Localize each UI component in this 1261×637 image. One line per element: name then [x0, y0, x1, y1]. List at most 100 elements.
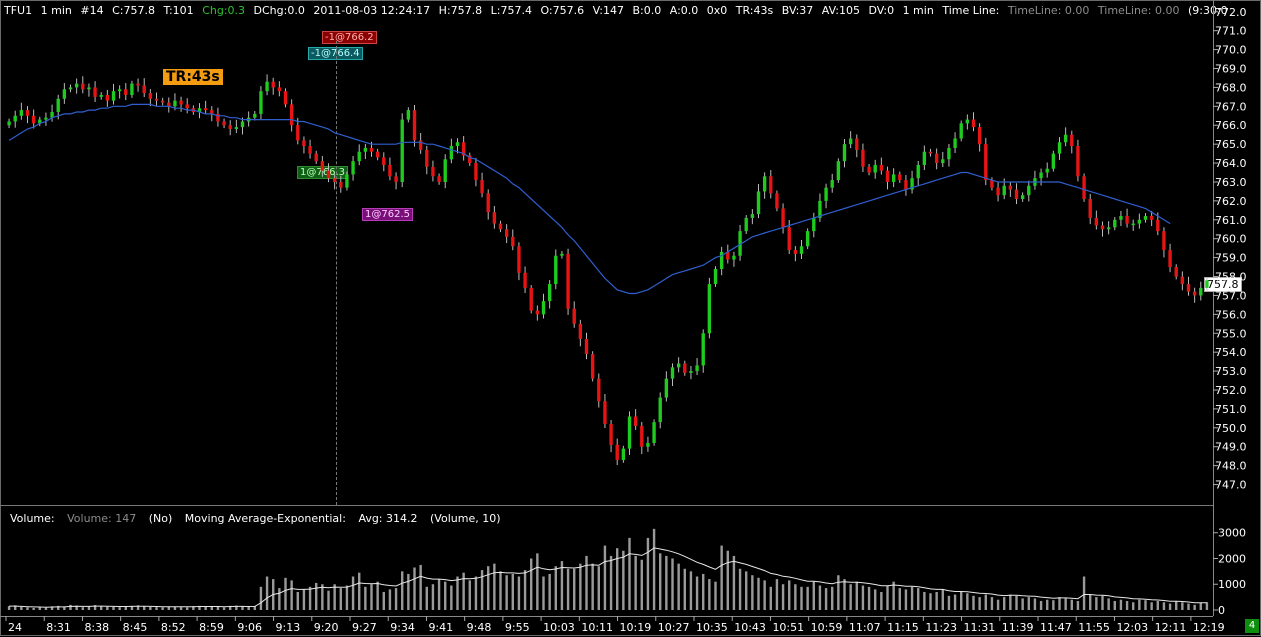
candle-down: [855, 138, 859, 150]
volume-bar: [284, 577, 287, 610]
time-tick-label: 10:59: [811, 621, 843, 634]
candle-up: [744, 217, 748, 232]
volume-bar: [351, 576, 355, 610]
volume-label: V:147: [592, 4, 624, 17]
candle-up: [959, 123, 963, 139]
candle-down: [1076, 146, 1080, 177]
volume-bar: [179, 607, 183, 610]
candle-down: [210, 110, 214, 114]
volume-bar: [364, 586, 367, 610]
time-tick-label: 8:52: [161, 621, 186, 634]
candle-up: [941, 159, 945, 164]
candle-up: [541, 301, 546, 315]
candle-up: [1002, 185, 1006, 196]
volume-bar: [978, 597, 981, 610]
volume-bar: [560, 561, 564, 610]
volume-bar: [867, 586, 871, 610]
volume-bar: [1070, 599, 1073, 610]
candle-down: [609, 424, 613, 445]
candle-up: [19, 110, 24, 116]
volume-bar: [800, 586, 803, 610]
candle-up: [74, 83, 79, 88]
ma-avg: Avg: 314.2: [358, 512, 418, 525]
candle-down: [603, 401, 607, 425]
candle-up: [111, 91, 116, 101]
volume-value: Volume: 147: [67, 512, 137, 525]
candle-down: [425, 149, 429, 167]
candle-down: [320, 161, 325, 171]
volume-bar: [1144, 600, 1147, 610]
volume-bar: [665, 555, 668, 610]
candle-down: [308, 146, 312, 154]
volume-bar: [216, 606, 220, 610]
volume-bar: [1187, 603, 1190, 610]
volume-bar: [824, 588, 828, 610]
ma-label: Moving Average-Exponential:: [184, 512, 346, 525]
candle-up: [1137, 219, 1142, 224]
candle-down: [314, 153, 318, 162]
volume-bar: [585, 555, 588, 610]
candle-up: [455, 142, 460, 147]
candle-down: [996, 187, 1000, 196]
price-tick-label: 772.0: [1215, 6, 1247, 19]
volume-bar: [677, 563, 680, 610]
volume-bar: [444, 581, 447, 610]
candle-down: [437, 176, 441, 182]
volume-bar: [1027, 597, 1030, 610]
candle-down: [511, 236, 515, 247]
price-tick-label: 762.0: [1215, 195, 1247, 208]
volume-bar: [837, 575, 840, 610]
volume-bar: [155, 607, 158, 610]
volume-bar: [775, 579, 779, 610]
volume-bar: [1003, 597, 1006, 610]
volume-bar: [204, 606, 207, 610]
volume-bar: [450, 585, 453, 610]
volume-bar: [892, 581, 895, 610]
volume-bar: [437, 579, 441, 610]
volume-bar: [1033, 598, 1037, 610]
interval-label: 1 min: [40, 4, 72, 17]
time-tick-label: 10:51: [772, 621, 804, 634]
volume-bar: [1162, 602, 1166, 610]
volume-bar: [315, 582, 318, 610]
time-tick-label: 9:48: [467, 621, 492, 634]
candle-up: [891, 174, 896, 182]
volume-bar: [929, 593, 932, 610]
volume-bar: [167, 606, 170, 610]
volume-bar: [941, 589, 944, 610]
volume-bar: [511, 573, 514, 610]
volume-bar: [149, 606, 152, 610]
volume-bar: [609, 555, 613, 610]
candle-down: [492, 212, 497, 224]
candle-up: [701, 333, 705, 366]
candle-up: [947, 147, 951, 160]
volume-bar: [966, 593, 969, 610]
candle-up: [345, 174, 349, 188]
volume-axis: [1213, 505, 1261, 616]
volume-bar: [1021, 598, 1024, 610]
candle-down: [179, 100, 183, 105]
volume-bar: [831, 586, 834, 610]
candle-down: [474, 163, 478, 181]
candle-down: [167, 102, 171, 107]
volume-bar: [554, 566, 557, 610]
candle-up: [953, 138, 957, 148]
pane-divider: [0, 505, 1213, 506]
volume-bar: [229, 605, 232, 610]
symbol-label: TFU1: [4, 4, 33, 17]
volume-bar: [1015, 595, 1018, 610]
candle-down: [81, 83, 85, 90]
candle-up: [824, 187, 828, 201]
volume-bar: [812, 581, 815, 610]
candle-down: [523, 272, 527, 288]
candle-down: [283, 91, 288, 105]
volume-bar: [136, 605, 140, 610]
candle-up: [873, 164, 877, 173]
candle-down: [394, 176, 398, 182]
candle-down: [793, 250, 798, 254]
volume-bar: [622, 550, 625, 610]
candle-up: [676, 363, 681, 368]
volume-bar: [972, 595, 975, 610]
volume-bar: [1113, 600, 1116, 610]
close-label: C:757.8: [112, 4, 155, 17]
